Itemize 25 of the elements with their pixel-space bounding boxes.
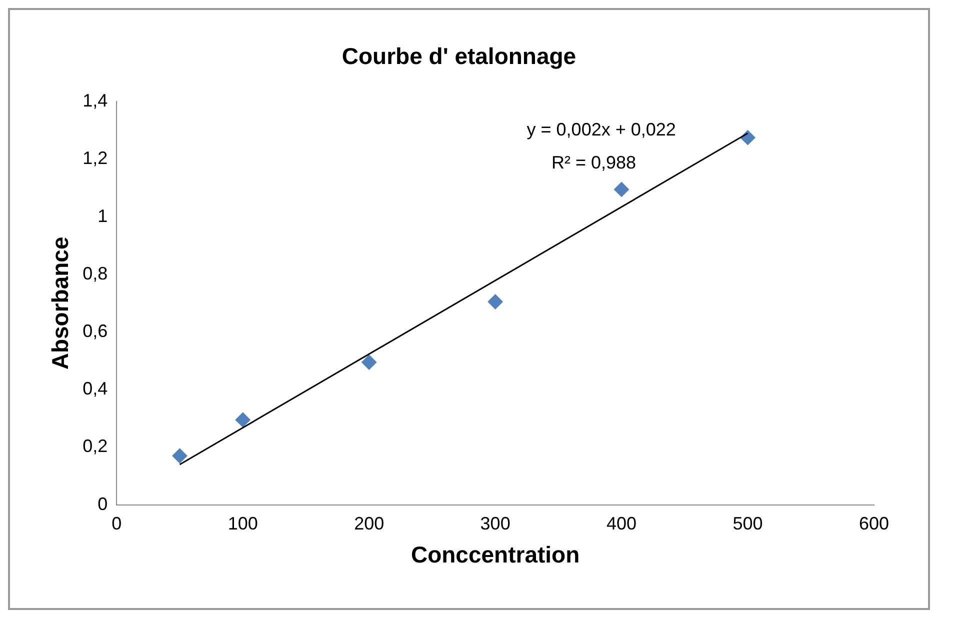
x-tick-label: 400 xyxy=(606,514,637,534)
y-tick-label: 1,4 xyxy=(82,90,108,111)
x-tick-label: 200 xyxy=(354,514,384,534)
point xyxy=(172,448,188,464)
point xyxy=(235,412,250,428)
annotation: R² = 0,988 xyxy=(551,152,636,173)
x-tick-label: 100 xyxy=(228,514,258,534)
y-tick-label: 0,8 xyxy=(82,263,108,284)
y-tick-label: 0 xyxy=(98,494,108,514)
chart-title: Courbe d' etalonnage xyxy=(342,43,576,70)
x-axis-title: Conccentration xyxy=(410,542,580,568)
point xyxy=(488,294,503,310)
y-tick-label: 0,2 xyxy=(82,436,108,456)
x-tick-label: 300 xyxy=(480,514,510,534)
y-tick-label: 1 xyxy=(98,206,108,226)
y-tick-label: 1,2 xyxy=(82,148,108,168)
x-tick-label: 500 xyxy=(732,514,763,534)
y-tick-label: 0,4 xyxy=(82,378,108,399)
x-tick-label: 600 xyxy=(858,514,890,534)
y-axis-title: Absorbance xyxy=(47,236,74,370)
point xyxy=(362,354,377,370)
y-tick-label: 0,6 xyxy=(82,320,108,341)
annotation: y = 0,002x + 0,022 xyxy=(526,120,676,140)
x-tick-label: 0 xyxy=(112,514,122,534)
point xyxy=(614,182,630,197)
